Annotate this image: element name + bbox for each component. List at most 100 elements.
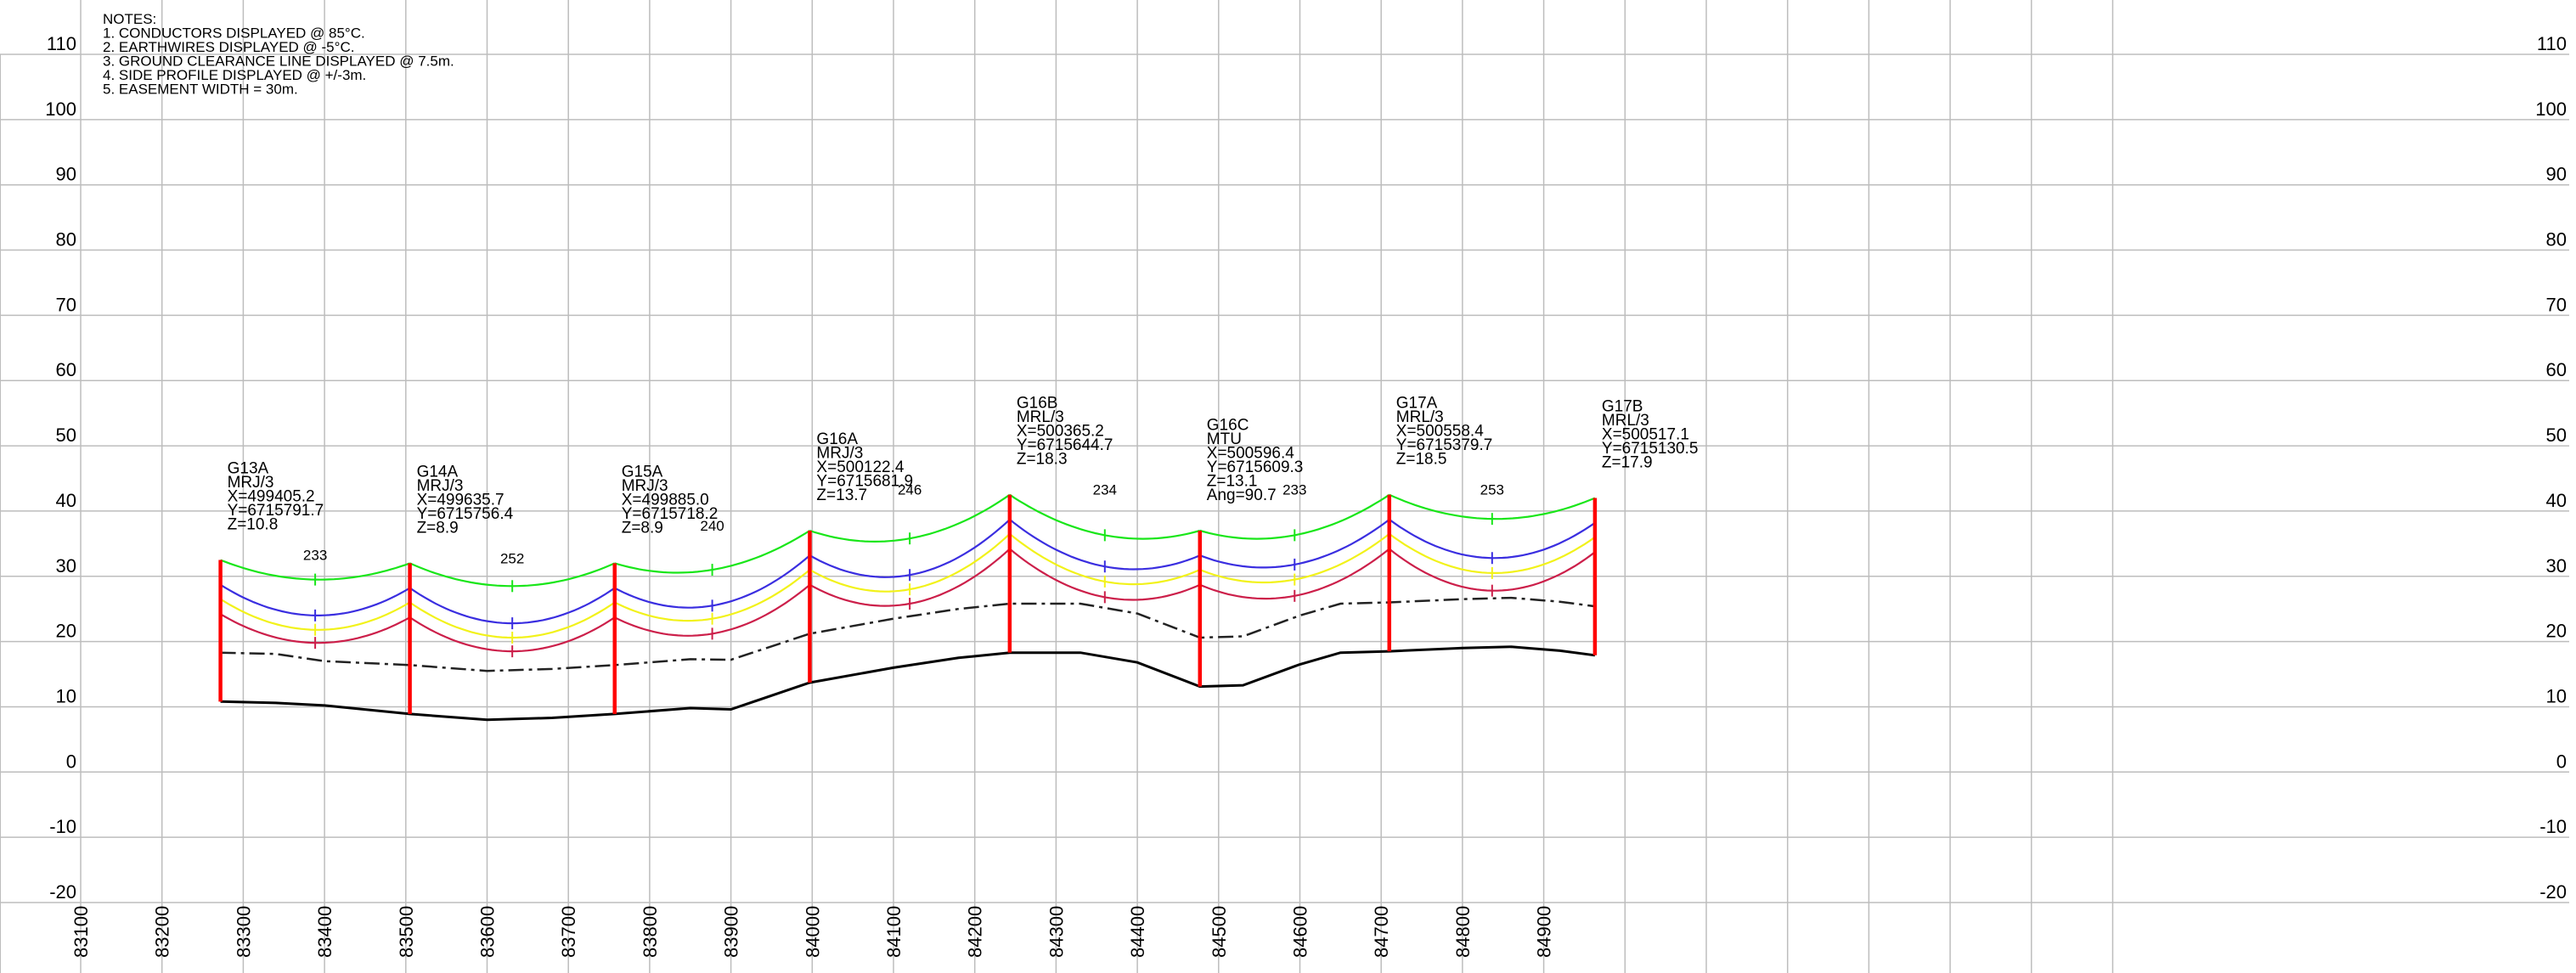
x-tick-label: 83400 [314, 906, 335, 958]
span-length-label: 252 [500, 550, 524, 566]
structure-label-line: Z=17.9 [1602, 454, 1653, 472]
y-tick-label: 50 [56, 425, 76, 446]
y-tick-label: 40 [2546, 490, 2567, 511]
structure-label-line: MRJ/3 [622, 477, 668, 495]
y-tick-label: 60 [56, 359, 76, 380]
x-tick-label: 83500 [396, 906, 417, 958]
structure-label-line: Y=6715791.7 [228, 502, 324, 520]
structures [218, 494, 1598, 714]
structure-label-line: Z=13.1 [1207, 472, 1258, 490]
span-length-label: 234 [1093, 482, 1117, 498]
y-tick-label: 30 [56, 555, 76, 576]
span-length-label: 246 [898, 482, 922, 498]
structure-label-line: X=500517.1 [1602, 426, 1689, 444]
note-line: 5. EASEMENT WIDTH = 30m. [103, 82, 298, 98]
span-length-label: 240 [700, 518, 724, 534]
y-tick-label: 0 [2556, 751, 2567, 772]
structure-label-line: G15A [622, 463, 663, 481]
span-length-label: 233 [1282, 482, 1306, 498]
notes-block: NOTES:1. CONDUCTORS DISPLAYED @ 85°C.2. … [103, 11, 454, 98]
x-tick-label: 83300 [233, 906, 254, 958]
x-tick-label: 83700 [558, 906, 579, 958]
y-tick-label: 80 [56, 229, 76, 250]
x-tick-label: 83600 [477, 906, 499, 958]
x-tick-label: 83100 [70, 906, 92, 958]
structure-label-line: Y=6715756.4 [417, 505, 514, 523]
y-tick-label: -10 [2539, 816, 2567, 837]
x-tick-label: 84100 [883, 906, 905, 958]
y-tick-label: 110 [2537, 33, 2567, 54]
x-tick-label: 83200 [152, 906, 173, 958]
structure-label-line: MRL/3 [1396, 408, 1444, 426]
structure-label-line: Z=10.8 [228, 516, 279, 534]
ground-clearance-line [220, 596, 1596, 672]
terrain-profiles [220, 596, 1596, 722]
structure-label-line: X=500122.4 [816, 458, 904, 476]
structure-label-line: Y=6715718.2 [622, 505, 719, 523]
y-tick-label: 10 [2546, 685, 2567, 706]
structure-label-line: Y=6715379.7 [1396, 436, 1493, 454]
y-tick-label: 90 [56, 164, 76, 185]
y-tick-label: 30 [2546, 555, 2567, 576]
x-tick-label: 84700 [1371, 906, 1392, 958]
y-tick-label: 70 [2546, 294, 2567, 315]
y-tick-label: 70 [56, 294, 76, 315]
structure-label-line: Ang=90.7 [1207, 486, 1277, 504]
structure-label-line: G13A [228, 460, 269, 478]
ground-profile-line [220, 645, 1596, 722]
structure-label-line: Z=18.5 [1396, 451, 1447, 469]
structure-label-line: X=499405.2 [228, 488, 315, 506]
y-tick-label: 40 [56, 490, 76, 511]
conductor-wires [220, 493, 1596, 658]
x-tick-label: 83900 [721, 906, 742, 958]
structure-label-line: Z=13.7 [816, 486, 867, 504]
note-line: 4. SIDE PROFILE DISPLAYED @ +/-3m. [103, 67, 366, 83]
structure-label-line: Y=6715644.7 [1017, 436, 1113, 454]
structure-label-line: X=499635.7 [417, 491, 504, 509]
y-tick-label: 20 [2546, 621, 2567, 642]
note-line: 3. GROUND CLEARANCE LINE DISPLAYED @ 7.5… [103, 53, 454, 70]
x-tick-label: 83800 [640, 906, 661, 958]
x-tick-label: 84400 [1127, 906, 1148, 958]
y-tick-label: 90 [2546, 164, 2567, 185]
note-line: 1. CONDUCTORS DISPLAYED @ 85°C. [103, 25, 365, 42]
y-tick-label: -20 [2539, 881, 2567, 903]
structure-label-line: MRL/3 [1602, 412, 1649, 430]
span-length-label: 253 [1480, 482, 1504, 498]
y-tick-label: 110 [47, 33, 76, 54]
structure-label-line: Y=6715681.9 [816, 472, 913, 490]
structure-label-line: MTU [1207, 430, 1242, 448]
structure-label-line: X=500596.4 [1207, 444, 1294, 462]
structure-label-line: G14A [417, 463, 459, 481]
x-tick-label: 84800 [1452, 906, 1474, 958]
structure-label-line: Z=18.3 [1017, 451, 1068, 469]
note-line: NOTES: [103, 11, 156, 27]
structure-label-line: MRJ/3 [816, 444, 863, 462]
structure-label-line: Y=6715130.5 [1602, 440, 1699, 458]
structure-labels: G13A MRJ/3 X=499405.2Y=6715791.7Z=10.8 G14A… [228, 395, 1699, 537]
structure-label-line: G16A [816, 430, 858, 448]
structure-label-line: MRJ/3 [417, 477, 464, 495]
x-tick-label: 84900 [1534, 906, 1555, 958]
structure-label-line: Z=8.9 [417, 519, 459, 537]
y-tick-label: 100 [2535, 98, 2567, 120]
structure-label-line: Z=8.9 [622, 519, 663, 537]
structure-label-line: G16B [1017, 395, 1058, 413]
y-tick-label: 60 [2546, 359, 2567, 380]
structure-label-line: G17A [1396, 395, 1438, 413]
x-tick-label: 84500 [1209, 906, 1230, 958]
structure-label-line: G17B [1602, 398, 1643, 416]
x-tick-label: 84200 [965, 906, 986, 958]
structure-label-line: X=500558.4 [1396, 423, 1484, 441]
